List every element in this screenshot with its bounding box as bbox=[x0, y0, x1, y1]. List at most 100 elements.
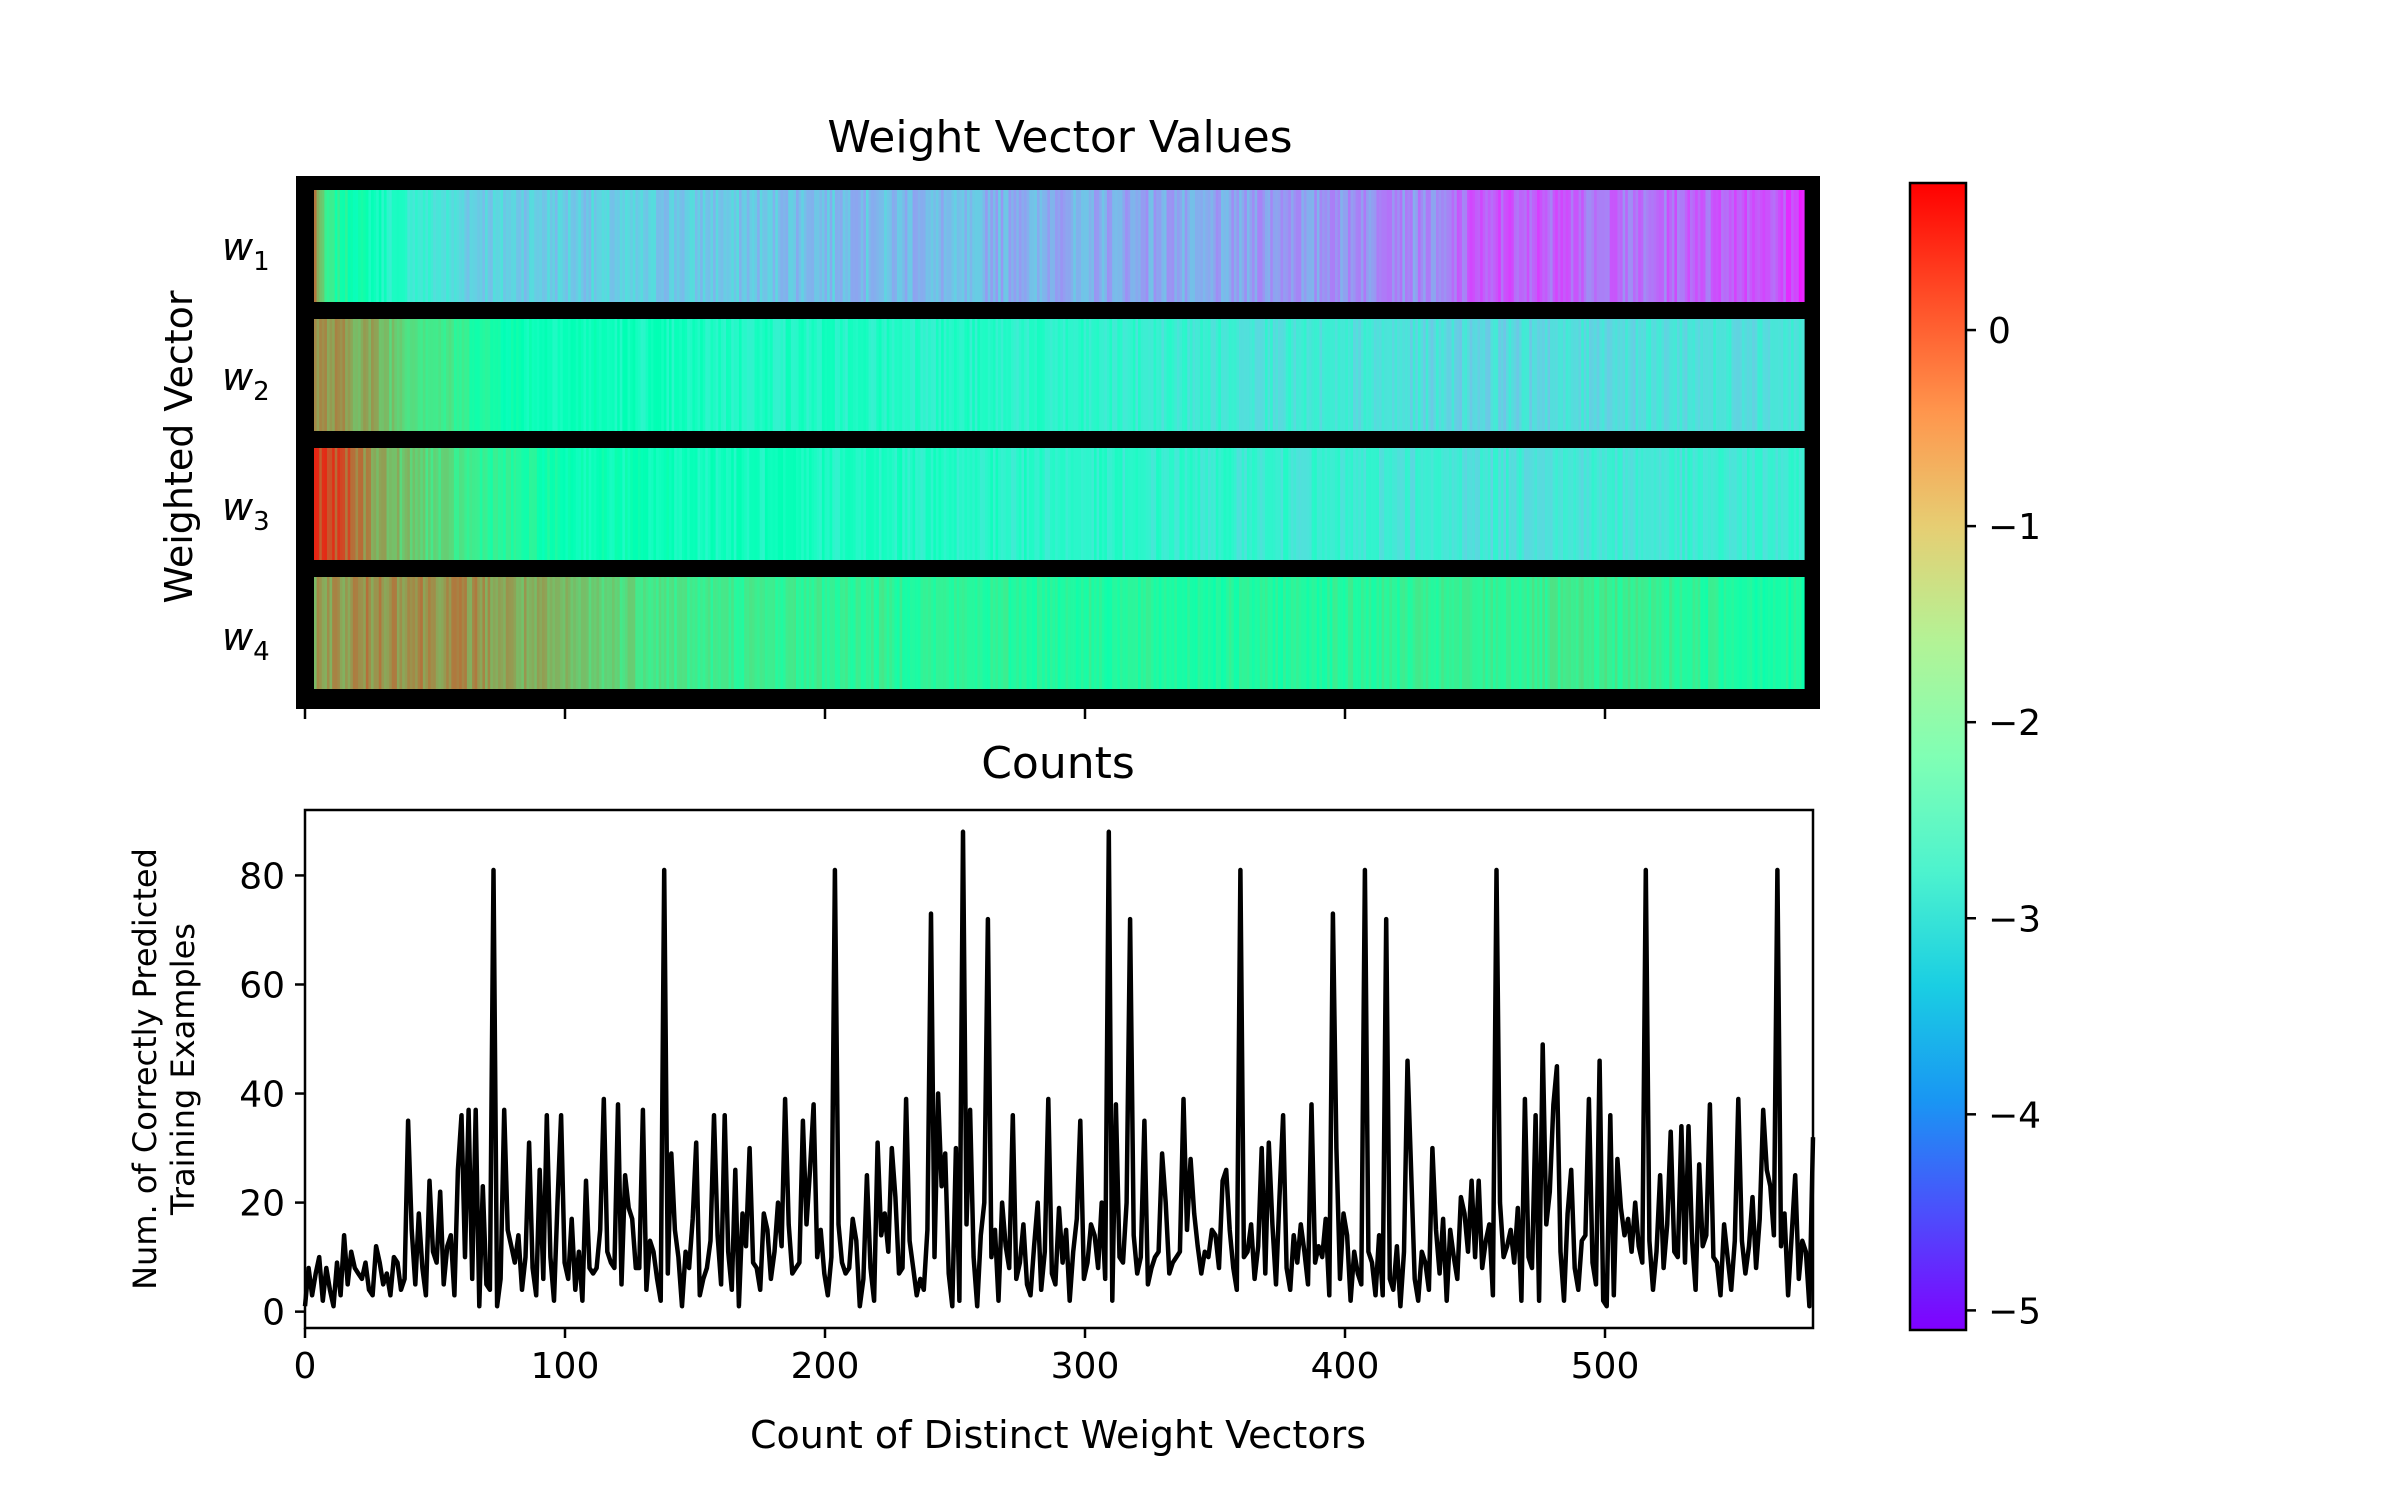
heatmap-cell bbox=[1687, 448, 1691, 560]
heatmap-cell bbox=[933, 319, 937, 431]
heatmap-cell bbox=[1169, 190, 1173, 302]
heatmap-cell bbox=[803, 319, 807, 431]
heatmap-cell bbox=[1239, 190, 1243, 302]
heatmap-cell bbox=[1213, 448, 1217, 560]
heatmap-cell bbox=[1213, 577, 1217, 689]
heatmap-cell bbox=[365, 448, 370, 560]
heatmap-cell bbox=[461, 448, 465, 560]
heatmap-cell bbox=[1443, 190, 1447, 302]
heatmap-cell bbox=[396, 577, 401, 689]
heatmap-cell bbox=[1506, 448, 1510, 560]
heatmap-cell bbox=[860, 577, 864, 689]
counts-ytick-label: 0 bbox=[262, 1293, 285, 1334]
heatmap-cell bbox=[1192, 190, 1196, 302]
heatmap-cell bbox=[492, 190, 496, 302]
heatmap-cell bbox=[503, 190, 507, 302]
heatmap-cell bbox=[614, 577, 618, 689]
heatmap-cell bbox=[1446, 577, 1450, 689]
heatmap-cell bbox=[891, 448, 896, 560]
heatmap-cell bbox=[1487, 448, 1492, 560]
heatmap-cell bbox=[518, 319, 522, 431]
heatmap-cell bbox=[1324, 577, 1328, 689]
heatmap-cell bbox=[1594, 448, 1598, 560]
heatmap-cell bbox=[1467, 190, 1471, 302]
heatmap-cell bbox=[1031, 319, 1035, 431]
heatmap-cell bbox=[606, 190, 611, 302]
heatmap-cell bbox=[386, 319, 390, 431]
heatmap-cell bbox=[1617, 190, 1621, 302]
heatmap-cell bbox=[933, 448, 937, 560]
heatmap-cell bbox=[1710, 319, 1714, 431]
heatmap-cell bbox=[1158, 577, 1162, 689]
heatmap-cell bbox=[1301, 577, 1305, 689]
heatmap-cell bbox=[827, 190, 831, 302]
heatmap-cell bbox=[764, 577, 769, 689]
heatmap-cell bbox=[1200, 577, 1204, 689]
heatmap-cell bbox=[1741, 319, 1745, 431]
heatmap-cell bbox=[1503, 319, 1507, 431]
heatmap-cell bbox=[580, 448, 585, 560]
heatmap-cell bbox=[339, 448, 344, 560]
heatmap-cell bbox=[1741, 190, 1745, 302]
heatmap-cell bbox=[1073, 190, 1077, 302]
heatmap-cell bbox=[910, 577, 914, 689]
heatmap-cell bbox=[917, 577, 921, 689]
heatmap-cell bbox=[479, 190, 484, 302]
heatmap-cell bbox=[1461, 577, 1466, 689]
heatmap-cell bbox=[1695, 448, 1699, 560]
heatmap-cell bbox=[412, 448, 416, 560]
heatmap-cell bbox=[1005, 319, 1010, 431]
heatmap-cell bbox=[1091, 190, 1095, 302]
heatmap-cell bbox=[967, 448, 971, 560]
heatmap-cell bbox=[1754, 448, 1758, 560]
heatmap-cell bbox=[1511, 448, 1515, 560]
heatmap-cell bbox=[669, 190, 673, 302]
heatmap-cell bbox=[1715, 190, 1720, 302]
heatmap-cell bbox=[1047, 577, 1051, 689]
heatmap-cell bbox=[788, 190, 792, 302]
heatmap-cell bbox=[1104, 577, 1108, 689]
heatmap-cell bbox=[376, 319, 380, 431]
heatmap-cell bbox=[855, 319, 859, 431]
heatmap-cell bbox=[508, 190, 512, 302]
heatmap-cell bbox=[850, 577, 854, 689]
heatmap-cell bbox=[487, 319, 491, 431]
counts-ylabel-line2: Training Examples bbox=[164, 923, 202, 1216]
heatmap-cell bbox=[1778, 319, 1782, 431]
heatmap-cell bbox=[1700, 448, 1704, 560]
heatmap-cell bbox=[495, 319, 499, 431]
colorbar-tick-label: 0 bbox=[1988, 311, 2011, 352]
heatmap-cell bbox=[570, 577, 574, 689]
heatmap-cell bbox=[889, 577, 893, 689]
heatmap-cell bbox=[938, 319, 942, 431]
heatmap-cell bbox=[1500, 577, 1505, 689]
heatmap-cell bbox=[920, 319, 924, 431]
heatmap-cell bbox=[1765, 448, 1769, 560]
heatmap-cell bbox=[1578, 448, 1582, 560]
heatmap-cell bbox=[1112, 319, 1116, 431]
heatmap-cell bbox=[1578, 577, 1582, 689]
heatmap-cell bbox=[876, 319, 880, 431]
heatmap-cell bbox=[852, 577, 857, 689]
heatmap-cell bbox=[1609, 319, 1613, 431]
heatmap-cell bbox=[783, 319, 787, 431]
heatmap-cell bbox=[368, 190, 372, 302]
heatmap-cell bbox=[402, 448, 406, 560]
heatmap-cell bbox=[1065, 577, 1069, 689]
heatmap-cell bbox=[1397, 319, 1401, 431]
heatmap-cell bbox=[632, 448, 636, 560]
heatmap-cell bbox=[1062, 448, 1067, 560]
colorbar-tick-label: −4 bbox=[1988, 1095, 2041, 1136]
heatmap-cell bbox=[731, 319, 735, 431]
heatmap-cell bbox=[1257, 577, 1261, 689]
heatmap-cell bbox=[1322, 190, 1326, 302]
heatmap-cell bbox=[1570, 319, 1574, 431]
heatmap-cell bbox=[910, 319, 914, 431]
heatmap-cell bbox=[1498, 190, 1502, 302]
heatmap-cell bbox=[1327, 319, 1331, 431]
heatmap-cell bbox=[1622, 577, 1626, 689]
heatmap-cell bbox=[376, 190, 380, 302]
heatmap-cell bbox=[1785, 448, 1790, 560]
heatmap-cell bbox=[1145, 577, 1149, 689]
heatmap-cell bbox=[715, 319, 719, 431]
